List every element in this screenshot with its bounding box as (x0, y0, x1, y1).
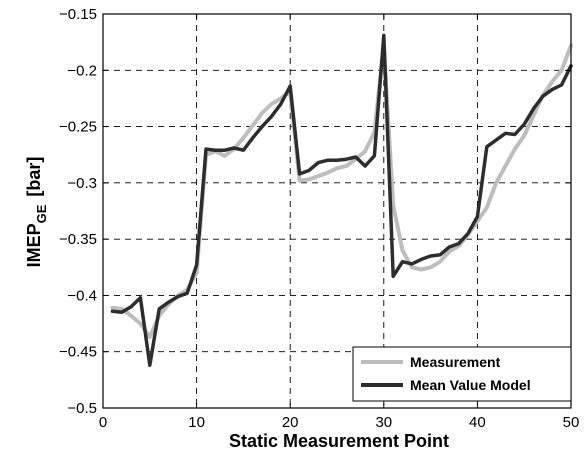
y-tick-label: −0.3 (67, 175, 97, 192)
y-axis-label-subscript: GE (34, 204, 49, 223)
x-tick-label: 50 (563, 414, 580, 431)
y-axis-label-unit: [bar] (24, 157, 44, 197)
legend-box (352, 346, 572, 402)
legend: Measurement Mean Value Model (352, 346, 572, 402)
series-layer (110, 33, 573, 367)
x-tick-label: 10 (188, 414, 205, 431)
legend-label-measurement: Measurement (410, 354, 501, 370)
y-tick-label: −0.2 (67, 62, 97, 79)
y-axis-label-main: IMEP (24, 223, 44, 267)
y-tick-label: −0.35 (59, 231, 97, 248)
y-tick-label: −0.15 (59, 6, 97, 23)
legend-label-mean-value-model: Mean Value Model (410, 377, 531, 393)
axis-ticks: 0 10 20 30 40 50 −0.5 −0.45 −0.4 −0.35 −0.3 −0.25 −0… (59, 6, 579, 431)
y-tick-label: −0.4 (67, 287, 97, 304)
y-tick-label: −0.5 (67, 400, 97, 417)
x-axis-label: Static Measurement Point (229, 431, 449, 451)
x-tick-label: 30 (375, 414, 392, 431)
y-tick-label: −0.25 (59, 119, 97, 136)
svg-text:IMEPGE[bar]: IMEPGE [bar] (24, 157, 49, 268)
y-tick-label: −0.45 (59, 344, 97, 361)
y-axis-label: IMEPGE [bar] (24, 157, 49, 268)
x-tick-label: 0 (99, 414, 107, 431)
x-tick-label: 40 (469, 414, 486, 431)
series-line-mean-value-model (110, 33, 573, 367)
x-tick-label: 20 (282, 414, 299, 431)
plot-area-frame (102, 13, 572, 409)
